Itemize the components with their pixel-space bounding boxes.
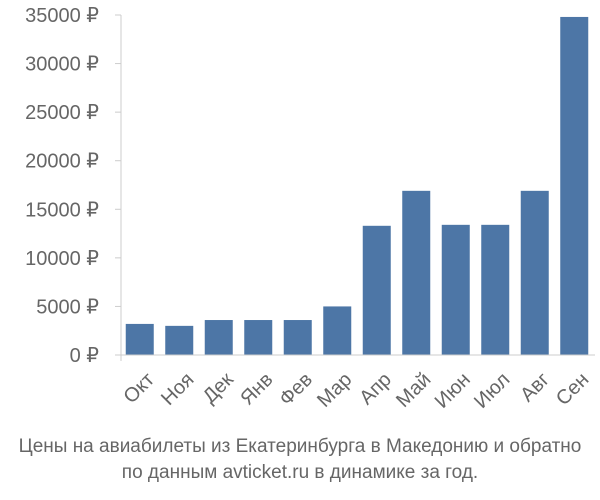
x-tick-label: Мар	[313, 369, 356, 412]
bar-4	[244, 320, 273, 355]
y-tick-label: 5000 ₽	[36, 296, 99, 318]
y-tick-label: 20000 ₽	[25, 151, 99, 173]
x-tick-label: Сен	[552, 369, 593, 410]
y-tick-label: 25000 ₽	[25, 102, 99, 124]
x-tick-label: Май	[392, 369, 435, 412]
x-tick-label: Апр	[355, 369, 396, 410]
bar-6	[323, 306, 352, 355]
x-tick-label: Дек	[199, 368, 238, 407]
y-tick-label: 0 ₽	[70, 345, 100, 367]
bar-3	[204, 320, 233, 355]
y-tick-label: 30000 ₽	[25, 54, 99, 76]
x-tick-label: Авг	[516, 369, 554, 407]
bar-10	[481, 224, 510, 355]
x-tick-label: Янв	[236, 369, 277, 410]
y-tick-label: 35000 ₽	[25, 5, 99, 27]
bar-11	[520, 190, 549, 355]
x-tick-label: Июн	[431, 369, 475, 413]
bar-5	[283, 320, 312, 355]
y-tick-label: 10000 ₽	[25, 248, 99, 270]
x-tick-label: Ноя	[157, 369, 198, 410]
chart-caption-line-2: по данным avticket.ru в динамике за год.	[121, 462, 479, 483]
chart-caption-line-1: Цены на авиабилеты из Екатеринбурга в Ма…	[18, 436, 582, 457]
bar-7	[362, 225, 391, 355]
bar-9	[441, 224, 470, 355]
x-tick-label: Фев	[275, 369, 317, 411]
x-tick-label: Окт	[120, 369, 159, 408]
bar-2	[165, 325, 194, 355]
y-tick-label: 15000 ₽	[25, 199, 99, 221]
bar-chart: 0 ₽ 5000 ₽ 10000 ₽ 15000 ₽ 20000 ₽ 25000 ₽ 300…	[25, 5, 595, 413]
y-axis-ticks: 0 ₽ 5000 ₽ 10000 ₽ 15000 ₽ 20000 ₽ 25000 ₽ 300…	[25, 5, 121, 367]
bar-8	[402, 190, 431, 355]
x-tick-label: Июл	[470, 369, 514, 413]
bars	[125, 16, 589, 355]
bar-12	[560, 16, 589, 355]
bar-1	[125, 323, 154, 355]
